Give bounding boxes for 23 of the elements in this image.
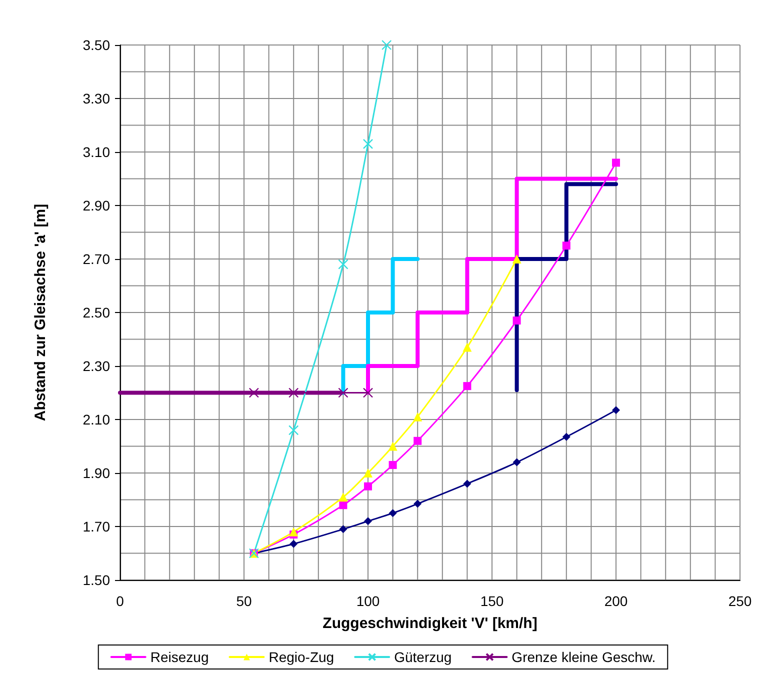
y-tick-label: 1.70: [82, 518, 110, 534]
y-axis-title: Abstand zur Gleisachse 'a' [m]: [32, 204, 49, 422]
x-tick-label: 250: [728, 593, 752, 609]
x-tick-label: 50: [236, 593, 252, 609]
y-tick-label: 3.10: [82, 144, 110, 160]
x-tick-label: 150: [480, 593, 504, 609]
x-tick-label: 0: [116, 593, 124, 609]
y-tick-label: 2.70: [82, 251, 110, 267]
y-tick-label: 1.50: [82, 572, 110, 588]
x-tick-label: 100: [356, 593, 380, 609]
y-tick-label: 3.30: [82, 90, 110, 106]
y-tick-label: 2.90: [82, 198, 110, 214]
x-axis-title: Zuggeschwindigkeit 'V' [km/h]: [322, 615, 538, 632]
legend-label: Reisezug: [150, 649, 209, 665]
y-tick-label: 2.10: [82, 412, 110, 428]
x-tick-label: 200: [604, 593, 628, 609]
y-tick-label: 3.50: [82, 37, 110, 53]
legend-label: Regio-Zug: [268, 649, 334, 665]
y-tick-label: 1.90: [82, 465, 110, 481]
legend-label: Güterzug: [394, 649, 452, 665]
y-tick-label: 2.30: [82, 358, 110, 374]
legend-label: Grenze kleine Geschw.: [512, 649, 656, 665]
y-tick-label: 2.50: [82, 304, 110, 320]
